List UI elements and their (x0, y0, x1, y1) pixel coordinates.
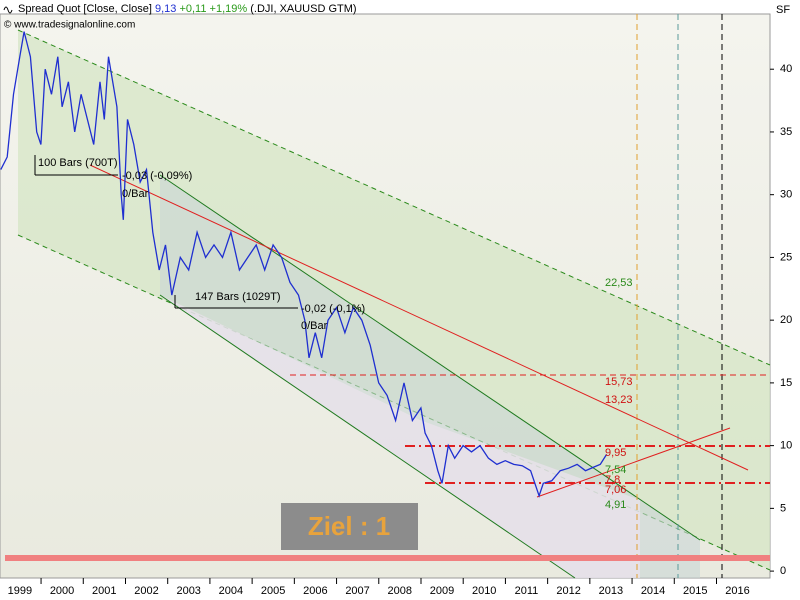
y-axis-label: SF (776, 4, 790, 16)
annotation: -0,02 (-0,1%) (301, 303, 365, 315)
annotation: 100 Bars (700T) (38, 157, 117, 169)
marks (0, 31, 608, 498)
annotation: 7,54 (605, 464, 626, 476)
x-tick-label: 2012 (556, 585, 580, 597)
x-tick-label: 2000 (50, 585, 74, 597)
header-change: +0,11 (179, 3, 206, 15)
outer-channel (18, 30, 770, 570)
x-tick-label: 2008 (388, 585, 412, 597)
x-tick-label: 2015 (683, 585, 707, 597)
channel-line (159, 294, 576, 579)
trend-line (89, 164, 749, 471)
x-tick-label: 2009 (430, 585, 454, 597)
x-tick-label: 2011 (515, 585, 539, 597)
trend-line (536, 427, 731, 498)
y-tick-label: 35 (780, 126, 792, 138)
y-tick-label: 25 (780, 251, 792, 263)
annotation: 0/Bar (301, 320, 328, 332)
target-label: Ziel : 1 (308, 511, 390, 541)
x-tick-label: 2004 (219, 585, 243, 597)
header-title: Spread Quot [Close, Close] (18, 3, 152, 15)
annotation: 0/Bar (122, 188, 149, 200)
annotation: -0,03 (-0,09%) (122, 170, 192, 182)
x-tick-label: 2007 (345, 585, 369, 597)
annotation: 13,23 (605, 394, 633, 406)
series-line (0, 31, 608, 498)
x-tick-label: 2005 (261, 585, 285, 597)
x-tick-label: 2001 (92, 585, 116, 597)
annotation: 9,95 (605, 447, 626, 459)
y-tick-label: 30 (780, 189, 792, 201)
y-tick-label: 10 (780, 440, 792, 452)
y-tick-label: 0 (780, 565, 786, 577)
header-last: 9,13 (155, 3, 176, 15)
x-tick-label: 2014 (641, 585, 665, 597)
annotation: 15,73 (605, 376, 633, 388)
annotation: 22,53 (605, 277, 633, 289)
annotation: 7,06 (605, 484, 626, 496)
y-tick-label: 20 (780, 314, 792, 326)
source: © www.tradesignalonline.com (4, 20, 135, 31)
x-tick-label: 1999 (8, 585, 32, 597)
x-tick-label: 2002 (134, 585, 158, 597)
y-tick-label: 5 (780, 502, 786, 514)
x-tick-label: 2010 (472, 585, 496, 597)
header-change-pct: +1,19% (210, 3, 248, 15)
x-tick-label: 2016 (725, 585, 749, 597)
y-tick-label: 15 (780, 377, 792, 389)
annotation: 147 Bars (1029T) (195, 291, 281, 303)
x-tick-label: 2013 (599, 585, 623, 597)
header-symbols: (.DJI, XAUUSD GTM) (250, 3, 356, 15)
channel-line (17, 29, 771, 366)
header: Spread Quot [Close, Close] 9,13 +0,11 +1… (18, 3, 357, 15)
y-tick-label: 40 (780, 63, 792, 75)
annotation: 7,8 (605, 474, 620, 486)
x-tick-label: 2003 (176, 585, 200, 597)
annotation: 4,91 (605, 499, 626, 511)
target-box (281, 503, 418, 550)
series-icon (3, 6, 13, 14)
x-tick-label: 2006 (303, 585, 327, 597)
lower-zone (160, 295, 640, 578)
channel-line (159, 174, 701, 541)
